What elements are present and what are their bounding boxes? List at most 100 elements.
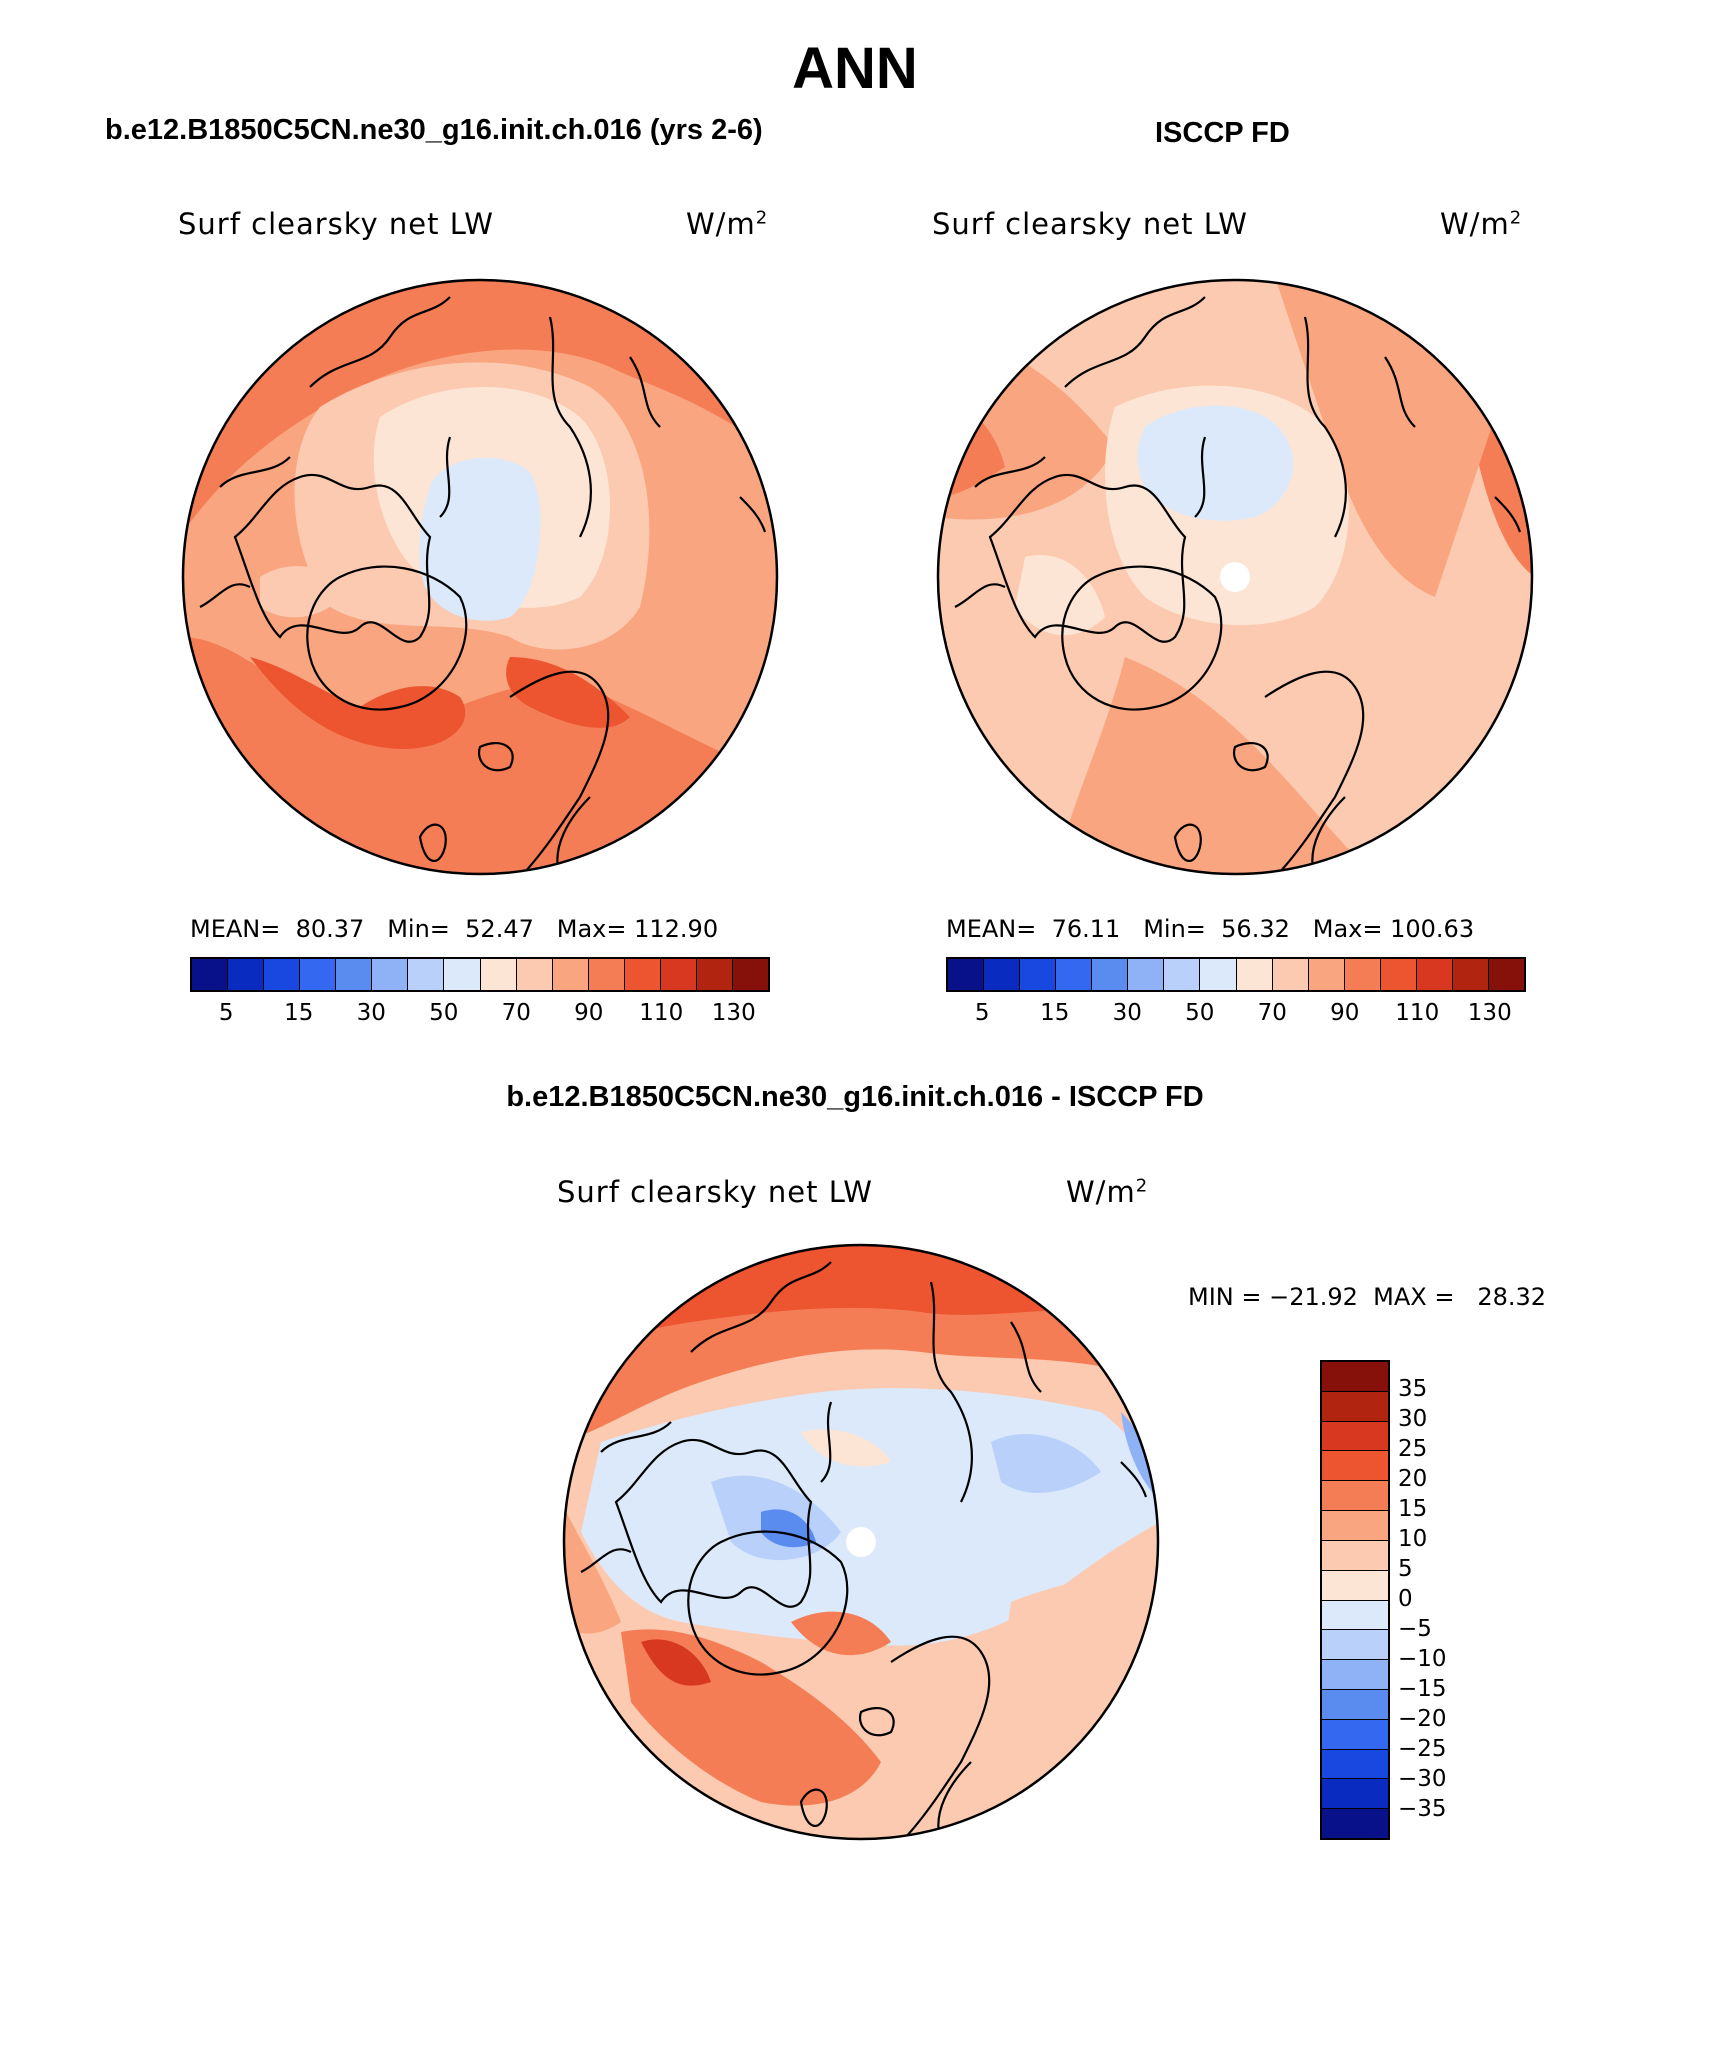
- panel1-colorbar-tick-label: 30: [356, 1000, 386, 1026]
- panel2-variable-title: Surf clearsky net LW: [932, 207, 1248, 241]
- difference-colorbar-tick-label: 35: [1398, 1376, 1428, 1402]
- panel2-colorbar-box: [984, 959, 1021, 990]
- difference-map: [562, 1243, 1160, 1841]
- panel2-colorbar-tick-label: 5: [974, 1000, 990, 1026]
- panel2-colorbar-box: [1308, 959, 1345, 990]
- panel1-colorbar-tick-label: 15: [284, 1000, 314, 1026]
- panel2-colorbar-tick-label: 90: [1330, 1000, 1360, 1026]
- panel1-colorbar-box: [300, 959, 337, 990]
- panel2-colorbar-box: [1272, 959, 1309, 990]
- difference-colorbar-box: [1322, 1511, 1388, 1541]
- difference-colorbar-box: [1322, 1719, 1388, 1750]
- panel2-colorbar-ticks: 5 15 30 50 70 90 110 130: [946, 1000, 1526, 1030]
- panel1-colorbar-box: [228, 959, 265, 990]
- difference-colorbar-tick-label: 30: [1398, 1406, 1428, 1432]
- panel1-colorbar-tick-label: 110: [639, 1000, 684, 1026]
- difference-colorbar-tick-label: −30: [1398, 1766, 1447, 1792]
- difference-colorbar-box: [1322, 1689, 1388, 1720]
- panel2-colorbar-box: [1020, 959, 1057, 990]
- panel2-colorbar: [946, 957, 1526, 992]
- panel3-units: W/m2: [1066, 1175, 1149, 1209]
- panel1-colorbar-box: [336, 959, 373, 990]
- panel2-colorbar-tick-label: 110: [1395, 1000, 1440, 1026]
- difference-colorbar-tick-label: −35: [1398, 1796, 1447, 1822]
- difference-colorbar-tick-label: −15: [1398, 1676, 1447, 1702]
- difference-title: b.e12.B1850C5CN.ne30_g16.init.ch.016 - I…: [506, 1081, 1204, 1113]
- panel1-colorbar-box: [408, 959, 445, 990]
- difference-colorbar-box: [1322, 1481, 1388, 1512]
- panel1-stats: MEAN= 80.37 Min= 52.47 Max= 112.90: [190, 915, 719, 943]
- panel2-colorbar-tick-label: 30: [1112, 1000, 1142, 1026]
- difference-colorbar-box: [1322, 1600, 1388, 1631]
- difference-colorbar-box: [1322, 1749, 1388, 1780]
- difference-colorbar-tick-label: −25: [1398, 1736, 1447, 1762]
- panel1-colorbar-ticks: 5 15 30 50 70 90 110 130: [190, 1000, 770, 1030]
- difference-colorbar-box: [1322, 1809, 1388, 1838]
- difference-colorbar-tick-label: 0: [1398, 1586, 1413, 1612]
- panel1-case-label: b.e12.B1850C5CN.ne30_g16.init.ch.016 (yr…: [105, 114, 763, 146]
- panel2-colorbar-box: [1452, 959, 1489, 990]
- panel1-colorbar-box: [264, 959, 301, 990]
- panel3-minmax: MIN = −21.92 MAX = 28.32: [1188, 1283, 1547, 1311]
- panel2-colorbar-box: [1344, 959, 1381, 990]
- panel2-map: [936, 278, 1534, 876]
- panel2-colorbar-box: [1164, 959, 1201, 990]
- panel1-colorbar-tick-label: 5: [218, 1000, 234, 1026]
- panel1-variable-title: Surf clearsky net LW: [178, 207, 494, 241]
- panel1-colorbar-tick-label: 90: [574, 1000, 604, 1026]
- panel2-colorbar-tick-label: 15: [1040, 1000, 1070, 1026]
- panel2-colorbar-tick-label: 50: [1185, 1000, 1215, 1026]
- panel2-colorbar-tick-label: 130: [1467, 1000, 1512, 1026]
- panel2-colorbar-box: [1488, 959, 1524, 990]
- difference-colorbar-box: [1322, 1660, 1388, 1690]
- difference-colorbar-box: [1322, 1362, 1388, 1392]
- panel1-colorbar-box: [624, 959, 661, 990]
- panel1-colorbar-box: [192, 959, 229, 990]
- panel2-stats: MEAN= 76.11 Min= 56.32 Max= 100.63: [946, 915, 1475, 943]
- figure-title: ANN: [792, 36, 918, 101]
- difference-colorbar-tick-label: 20: [1398, 1466, 1428, 1492]
- panel2-colorbar-box: [1236, 959, 1273, 990]
- panel1-colorbar-box: [696, 959, 733, 990]
- difference-colorbar-box: [1322, 1421, 1388, 1452]
- panel2-colorbar-box: [1092, 959, 1129, 990]
- panel1-colorbar-box: [480, 959, 517, 990]
- difference-colorbar-tick-label: 15: [1398, 1496, 1428, 1522]
- difference-colorbar-ticks: 35 30 25 20 15 10 5 0 −5 −10 −15 −20 −25 −30 −35: [1398, 1360, 1518, 1840]
- difference-colorbar-tick-label: 25: [1398, 1436, 1428, 1462]
- difference-colorbar-box: [1322, 1540, 1388, 1571]
- panel2-colorbar-box: [1200, 959, 1237, 990]
- panel2-colorbar-box: [1128, 959, 1165, 990]
- panel2-colorbar-box: [1416, 959, 1453, 990]
- difference-colorbar-tick-label: 5: [1398, 1556, 1413, 1582]
- difference-colorbar-tick-label: −5: [1398, 1616, 1432, 1642]
- difference-colorbar-box: [1322, 1451, 1388, 1482]
- panel1-map: [181, 278, 779, 876]
- difference-colorbar-box: [1322, 1391, 1388, 1422]
- difference-colorbar-tick-label: −20: [1398, 1706, 1447, 1732]
- difference-colorbar-box: [1322, 1779, 1388, 1810]
- panel1-colorbar-tick-label: 130: [711, 1000, 756, 1026]
- panel2-colorbar-box: [1380, 959, 1417, 990]
- panel2-colorbar-box: [948, 959, 985, 990]
- panel2-units: W/m2: [1440, 207, 1523, 241]
- panel3-variable-title: Surf clearsky net LW: [557, 1175, 873, 1209]
- panel2-colorbar-box: [1056, 959, 1093, 990]
- panel2-colorbar-tick-label: 70: [1257, 1000, 1287, 1026]
- panel1-colorbar-box: [372, 959, 409, 990]
- difference-colorbar-tick-label: 10: [1398, 1526, 1428, 1552]
- panel1-units: W/m2: [686, 207, 769, 241]
- panel2-case-label: ISCCP FD: [1155, 117, 1290, 149]
- panel1-colorbar-box: [660, 959, 697, 990]
- panel1-colorbar-box: [444, 959, 481, 990]
- panel1-colorbar: [190, 957, 770, 992]
- panel1-colorbar-tick-label: 70: [501, 1000, 531, 1026]
- panel1-colorbar-box: [588, 959, 625, 990]
- panel1-colorbar-tick-label: 50: [429, 1000, 459, 1026]
- panel1-colorbar-box: [732, 959, 768, 990]
- difference-colorbar: [1320, 1360, 1390, 1840]
- panel1-colorbar-box: [552, 959, 589, 990]
- difference-colorbar-box: [1322, 1630, 1388, 1661]
- panel1-colorbar-box: [516, 959, 553, 990]
- difference-colorbar-tick-label: −10: [1398, 1646, 1447, 1672]
